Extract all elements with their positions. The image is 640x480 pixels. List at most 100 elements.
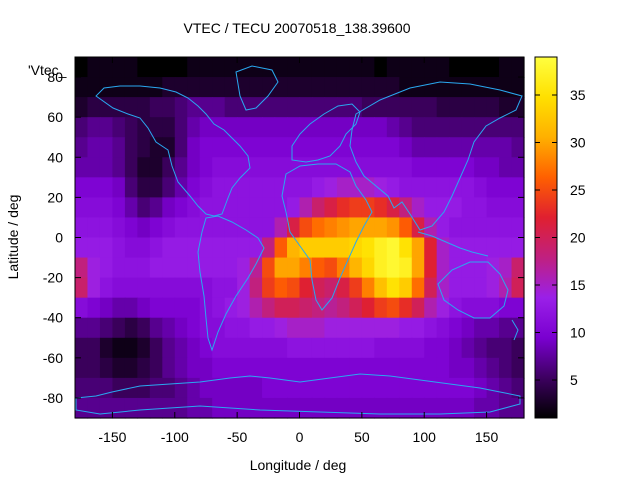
heatmap-cell: [349, 217, 363, 239]
heatmap-cell: [224, 357, 238, 379]
heatmap-cell: [262, 117, 276, 138]
heatmap-cell: [237, 157, 251, 178]
heatmap-cell: [149, 357, 163, 379]
heatmap-cell: [336, 97, 350, 118]
heatmap-cell: [274, 57, 288, 78]
heatmap-cell: [486, 77, 500, 98]
heatmap-cell: [224, 177, 238, 198]
heatmap-cell: [174, 257, 188, 279]
coast-asia: [349, 81, 523, 231]
heatmap-cell: [474, 157, 488, 178]
heatmap-cell: [424, 177, 438, 198]
heatmap-cell: [187, 97, 201, 118]
heatmap-cell: [199, 77, 213, 98]
heatmap-cell: [424, 397, 438, 419]
heatmap-cell: [237, 397, 251, 419]
heatmap-cell: [274, 157, 288, 178]
heatmap-cell: [199, 137, 213, 158]
heatmap-cell: [324, 397, 338, 419]
heatmap-cell: [486, 357, 500, 379]
heatmap-cell: [336, 297, 350, 319]
heatmap-cell: [299, 57, 313, 78]
y-tick-label: 40: [47, 149, 63, 165]
heatmap-cell: [87, 97, 101, 118]
heatmap-cell: [287, 117, 301, 138]
heatmap-cell: [212, 257, 226, 279]
heatmap-cell: [299, 77, 313, 98]
heatmap-cell: [436, 277, 450, 299]
heatmap-cell: [461, 357, 475, 379]
heatmap-cell: [249, 357, 263, 379]
heatmap-cell: [137, 317, 151, 339]
colorbar-tick-label: 20: [570, 230, 586, 246]
heatmap-cell: [124, 277, 138, 299]
heatmap-cell: [237, 57, 251, 78]
heatmap-cell: [237, 197, 251, 219]
heatmap-cell: [449, 317, 463, 339]
heatmap-cell: [249, 337, 263, 359]
heatmap-cell: [75, 317, 89, 339]
heatmap-cell: [187, 237, 201, 259]
heatmap-cell: [112, 117, 126, 138]
heatmap-cell: [137, 357, 151, 379]
heatmap-cell: [124, 237, 138, 259]
heatmap-cell: [511, 177, 525, 198]
heatmap-cell: [174, 117, 188, 138]
heatmap-cell: [237, 257, 251, 279]
heatmap-cell: [174, 197, 188, 219]
heatmap-cell: [449, 77, 463, 98]
heatmap-cell: [75, 177, 89, 198]
heatmap-cell: [324, 197, 338, 219]
heatmap-cell: [361, 337, 375, 359]
colorbar-tick-label: 10: [570, 325, 586, 341]
heatmap-cell: [162, 377, 176, 399]
heatmap-cell: [399, 237, 413, 259]
y-tick-label: 0: [55, 230, 63, 246]
heatmap-cell: [436, 97, 450, 118]
heatmap-cell: [336, 377, 350, 399]
heatmap-cell: [436, 317, 450, 339]
heatmap-cell: [486, 257, 500, 279]
heatmap-cell: [262, 397, 276, 419]
x-axis-ticks: -150 -100 -50 0 50 100 150: [98, 57, 498, 445]
heatmap-cell: [311, 337, 326, 359]
heatmap-cell: [249, 277, 263, 299]
heatmap-cell: [386, 77, 400, 98]
heatmap-cell: [324, 77, 338, 98]
heatmap-cell: [237, 137, 251, 158]
heatmap-cell: [411, 277, 425, 299]
heatmap-cell: [386, 137, 400, 158]
heatmap-cell: [474, 97, 488, 118]
heatmap-cell: [474, 277, 488, 299]
heatmap-cell: [262, 77, 276, 98]
heatmap-cell: [299, 237, 313, 259]
heatmap-cell: [461, 77, 475, 98]
heatmap-cell: [411, 117, 425, 138]
heatmap-cell: [361, 237, 375, 259]
heatmap-cell: [224, 197, 238, 219]
heatmap-cell: [324, 317, 338, 339]
heatmap-cell: [461, 257, 475, 279]
y-tick-label: 20: [47, 189, 63, 205]
heatmap-cell: [374, 377, 388, 399]
heatmap-cell: [274, 237, 288, 259]
heatmap-cell: [411, 377, 425, 399]
heatmap-cell: [174, 397, 188, 419]
heatmap-cell: [424, 377, 438, 399]
heatmap-cell: [87, 57, 101, 78]
heatmap-cell: [499, 157, 513, 178]
heatmap-cell: [112, 237, 126, 259]
heatmap-cell: [386, 217, 400, 239]
heatmap-cell: [224, 277, 238, 299]
heatmap-cell: [361, 77, 375, 98]
heatmap-cell: [374, 237, 388, 259]
heatmap-cell: [474, 257, 488, 279]
heatmap-cell: [461, 177, 475, 198]
heatmap-cell: [461, 157, 475, 178]
heatmap-cell: [386, 117, 400, 138]
heatmap-cell: [411, 197, 425, 219]
heatmap-cell: [399, 77, 413, 98]
heatmap-cell: [361, 217, 375, 239]
heatmap-cell: [99, 117, 114, 138]
heatmap-cell: [149, 377, 163, 399]
